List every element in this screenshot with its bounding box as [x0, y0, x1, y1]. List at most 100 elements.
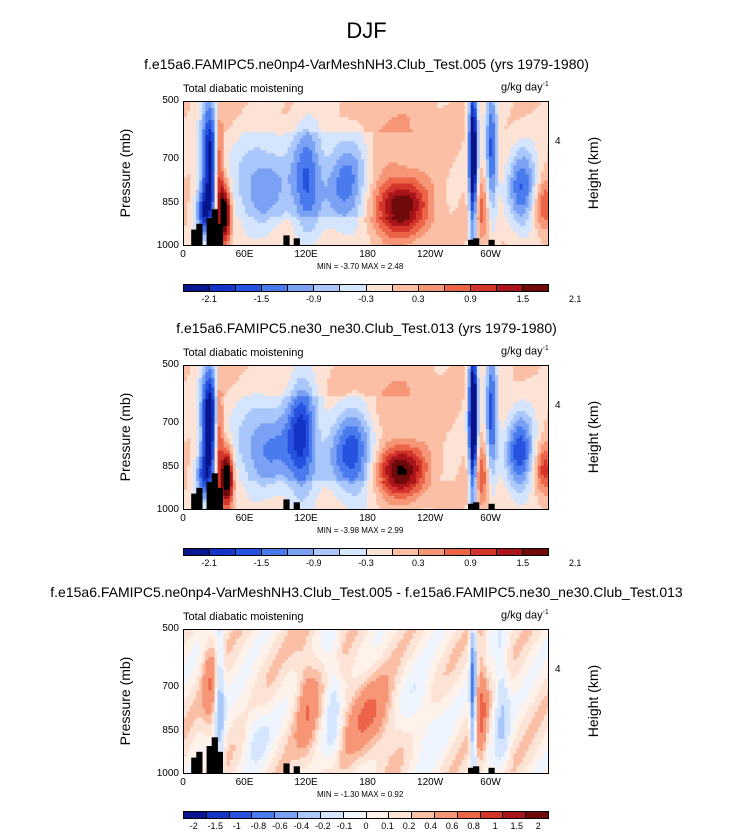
heatmap-cell	[546, 141, 548, 145]
heatmap-cell	[266, 219, 270, 224]
heatmap-cell	[306, 150, 310, 154]
heatmap-cell	[367, 162, 371, 166]
heatmap-cell	[418, 144, 423, 148]
heatmap-cell	[379, 225, 383, 230]
heatmap-cell	[507, 216, 511, 221]
heatmap-cell	[443, 201, 447, 206]
heatmap-cell	[537, 159, 542, 163]
heatmap-cell	[391, 144, 395, 148]
heatmap-cell	[415, 138, 420, 142]
heatmap-cell	[443, 105, 447, 109]
heatmap-cell	[342, 207, 347, 212]
heatmap-cell	[257, 186, 261, 190]
heatmap-cell	[461, 192, 465, 197]
heatmap-cell	[278, 174, 282, 178]
heatmap-cell	[385, 213, 389, 218]
heatmap-cell	[464, 177, 469, 181]
heatmap-cell	[519, 165, 523, 169]
heatmap-cell	[272, 120, 276, 124]
heatmap-cell	[397, 156, 401, 160]
heatmap-cell	[266, 186, 270, 190]
heatmap-cell	[467, 156, 472, 160]
heatmap-cell	[299, 168, 304, 172]
heatmap-cell	[424, 117, 429, 121]
heatmap-cell	[510, 171, 514, 175]
heatmap-cell	[394, 210, 398, 215]
heatmap-cell	[205, 165, 209, 169]
heatmap-cell	[266, 207, 270, 212]
heatmap-cell	[394, 201, 398, 206]
heatmap-cell	[507, 168, 511, 172]
heatmap-cell	[363, 129, 368, 133]
heatmap-cell	[495, 219, 499, 224]
heatmap-cell	[479, 204, 484, 209]
heatmap-cell	[403, 171, 408, 175]
heatmap-cell	[470, 114, 475, 118]
heatmap-cell	[363, 168, 368, 172]
heatmap-cell	[315, 165, 319, 169]
heatmap-cell	[287, 207, 292, 212]
heatmap-cell	[485, 174, 490, 178]
heatmap-cell	[424, 204, 429, 209]
heatmap-cell	[202, 171, 206, 175]
heatmap-cell	[522, 210, 526, 215]
heatmap-cell	[546, 138, 548, 142]
heatmap-cell	[476, 213, 481, 218]
heatmap-cell	[382, 162, 386, 166]
heatmap-cell	[251, 216, 255, 221]
heatmap-cell	[385, 207, 389, 212]
heatmap-cell	[367, 213, 371, 218]
heatmap-cell	[190, 102, 194, 106]
heatmap-cell	[241, 141, 246, 145]
heatmap-cell	[339, 117, 343, 121]
heatmap-cell	[299, 219, 304, 224]
heatmap-cell	[281, 147, 286, 151]
heatmap-cell	[202, 147, 206, 151]
heatmap-cell	[348, 210, 353, 215]
heatmap-cell	[187, 144, 191, 148]
heatmap-cell	[278, 183, 282, 187]
heatmap-cell	[354, 225, 359, 230]
heatmap-cell	[449, 183, 453, 187]
heatmap-cell	[537, 204, 542, 209]
heatmap-cell	[367, 114, 371, 118]
heatmap-cell	[345, 135, 350, 139]
heatmap-cell	[379, 159, 383, 163]
heatmap-cell	[184, 108, 188, 112]
heatmap-cell	[296, 159, 301, 163]
heatmap-cell	[394, 150, 398, 154]
heatmap-cell	[406, 192, 411, 197]
heatmap-cell	[409, 207, 414, 212]
heatmap-cell	[272, 162, 276, 166]
heatmap-cell	[379, 213, 383, 218]
heatmap-cell	[245, 225, 249, 230]
heatmap-cell	[184, 171, 188, 175]
heatmap-cell	[321, 123, 325, 127]
heatmap-cell	[504, 159, 508, 163]
heatmap-cell	[263, 102, 267, 106]
heatmap-cell	[546, 213, 548, 218]
heatmap-cell	[388, 156, 392, 160]
heatmap-cell	[339, 174, 343, 178]
heatmap-cell	[254, 126, 258, 130]
heatmap-cell	[543, 141, 548, 145]
heatmap-cell	[235, 207, 240, 212]
heatmap-cell	[394, 135, 398, 139]
heatmap-cell	[330, 198, 334, 203]
heatmap-cell	[232, 177, 237, 181]
heatmap-cell	[373, 153, 377, 157]
heatmap-cell	[241, 147, 246, 151]
heatmap-cell	[248, 219, 252, 224]
heatmap-cell	[513, 195, 517, 200]
heatmap-cell	[418, 123, 423, 127]
heatmap-cell	[190, 162, 194, 166]
heatmap-cell	[391, 174, 395, 178]
heatmap-cell	[434, 141, 438, 145]
heatmap-cell	[327, 159, 331, 163]
heatmap-cell	[318, 159, 322, 163]
heatmap-cell	[284, 183, 289, 187]
heatmap-cell	[458, 150, 462, 154]
heatmap-cell	[254, 180, 258, 184]
heatmap-cell	[351, 183, 356, 187]
heatmap-cell	[214, 114, 218, 118]
